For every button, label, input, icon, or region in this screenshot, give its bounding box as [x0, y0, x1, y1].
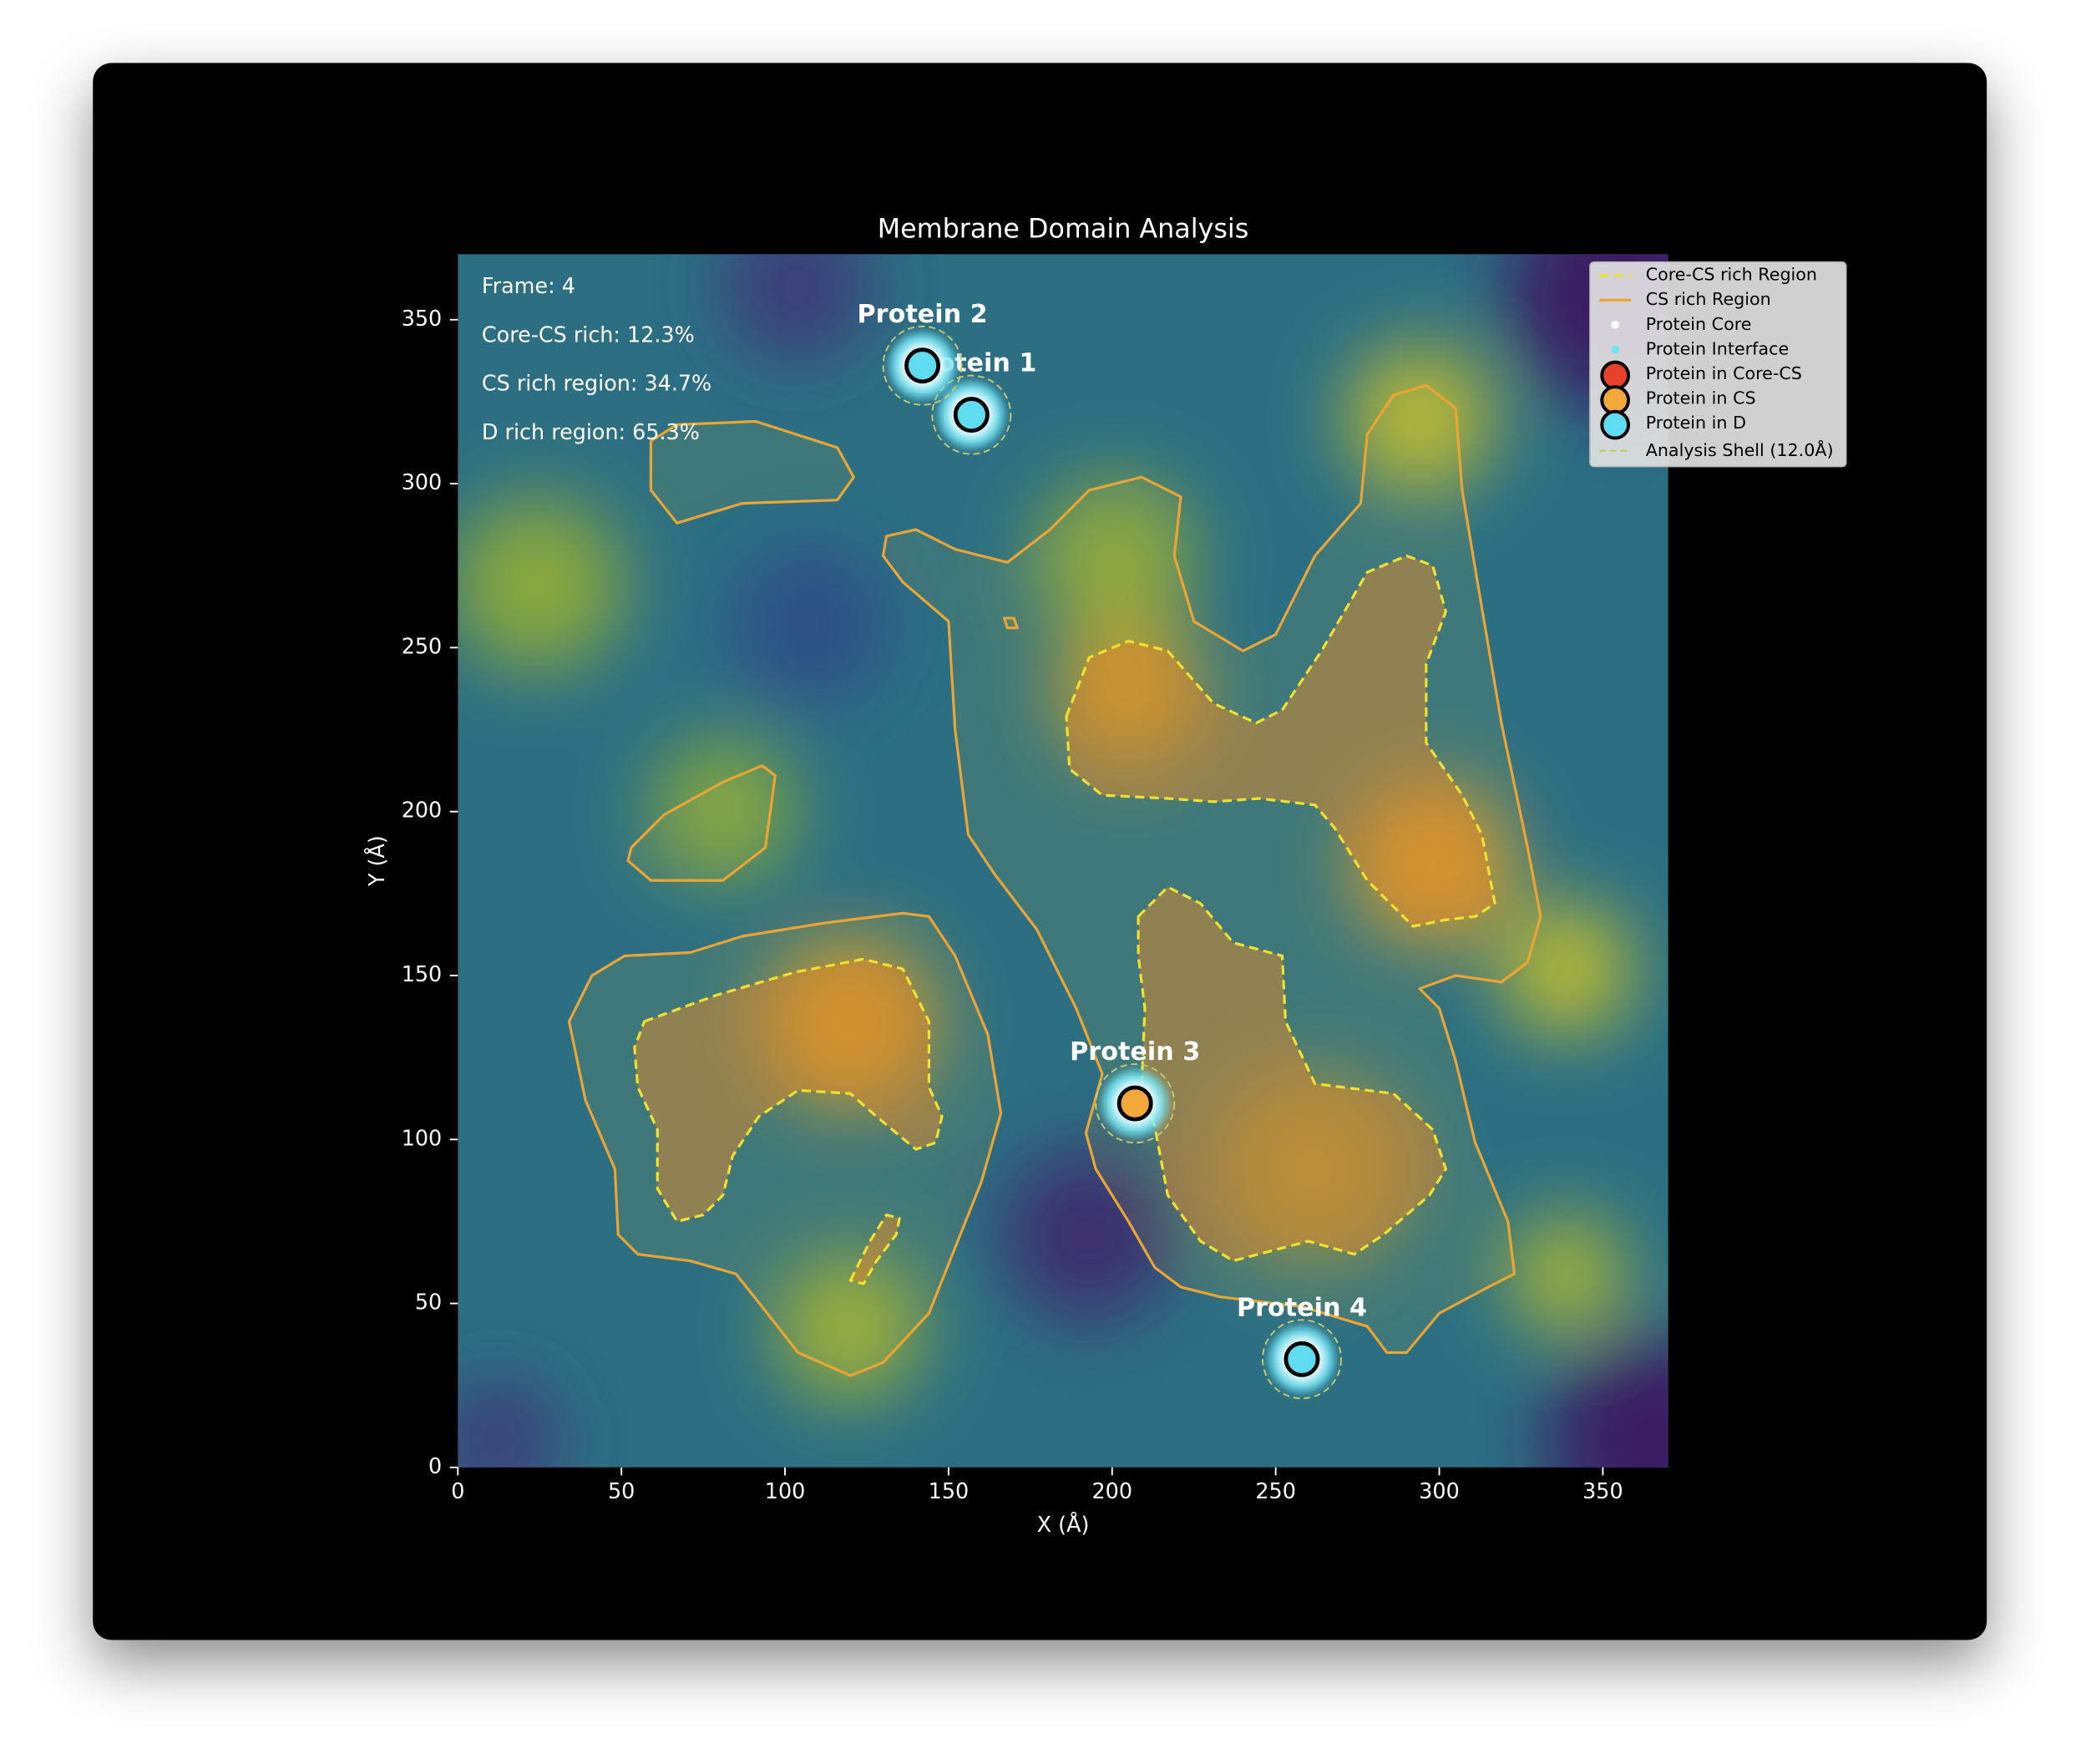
- annotation: Core-CS rich: 12.3%: [482, 322, 695, 347]
- region-contour: [626, 764, 777, 882]
- legend-label: Protein in Core-CS: [1646, 363, 1802, 383]
- region-contour: [1065, 554, 1496, 928]
- region-contour: [633, 957, 944, 1224]
- x-tick-label: 50: [608, 1478, 635, 1503]
- chart-title: Membrane Domain Analysis: [878, 215, 1249, 245]
- protein-marker: [1116, 1085, 1153, 1122]
- x-tick-label: 350: [1582, 1478, 1623, 1503]
- x-tick-label: 300: [1419, 1478, 1460, 1503]
- y-tick-label: 350: [402, 306, 442, 331]
- region-contour: [1002, 616, 1019, 630]
- y-tick-label: 250: [402, 633, 442, 658]
- protein-label: Protein 3: [1070, 1037, 1200, 1067]
- legend-handle: [1611, 321, 1619, 329]
- region-contour: [649, 419, 855, 525]
- legend: Core-CS rich Region CS rich Region Protein…: [1589, 261, 1847, 468]
- legend-label: Protein Core: [1646, 314, 1752, 334]
- y-tick-label: 300: [402, 469, 442, 494]
- protein-marker: [953, 397, 990, 433]
- y-tick-label: 100: [402, 1125, 442, 1150]
- legend-label: Protein in CS: [1646, 388, 1756, 408]
- x-tick-label: 200: [1092, 1478, 1133, 1503]
- legend-label: Protein Interface: [1646, 338, 1789, 358]
- y-tick-label: 150: [402, 961, 442, 986]
- protein-marker: [1284, 1341, 1320, 1377]
- region-contour: [848, 1213, 901, 1285]
- y-axis-label: Y (Å): [364, 835, 389, 887]
- annotation: CS rich region: 34.7%: [482, 371, 711, 396]
- legend-handle: [1600, 409, 1631, 440]
- legend-box: [1589, 261, 1847, 468]
- legend-label: CS rich Region: [1646, 289, 1771, 309]
- annotation: Frame: 4: [482, 273, 575, 298]
- analysis-shell: [882, 325, 963, 406]
- analysis-shell: [1095, 1063, 1176, 1144]
- legend-handle: [1600, 385, 1631, 415]
- x-tick-label: 250: [1255, 1478, 1295, 1503]
- x-axis-label: X (Å): [1037, 1512, 1090, 1537]
- protein-marker: [904, 347, 941, 384]
- analysis-shell: [1262, 1319, 1342, 1400]
- legend-handle: [1600, 360, 1631, 391]
- legend-label: Protein in D: [1646, 413, 1746, 433]
- protein-label: Protein 4: [1237, 1293, 1367, 1322]
- legend-label: Analysis Shell (12.0Å): [1646, 438, 1834, 460]
- protein-label: Protein 2: [858, 300, 988, 329]
- y-tick-label: 0: [428, 1453, 442, 1478]
- x-tick-label: 100: [765, 1478, 806, 1503]
- x-tick-label: 0: [451, 1478, 464, 1503]
- legend-handle: [1611, 345, 1619, 354]
- legend-label: Core-CS rich Region: [1646, 265, 1817, 285]
- y-tick-label: 200: [402, 798, 442, 823]
- annotation: D rich region: 65.3%: [482, 419, 700, 444]
- y-tick-label: 50: [415, 1290, 442, 1315]
- analysis-shell: [931, 374, 1012, 455]
- x-tick-label: 150: [929, 1478, 970, 1503]
